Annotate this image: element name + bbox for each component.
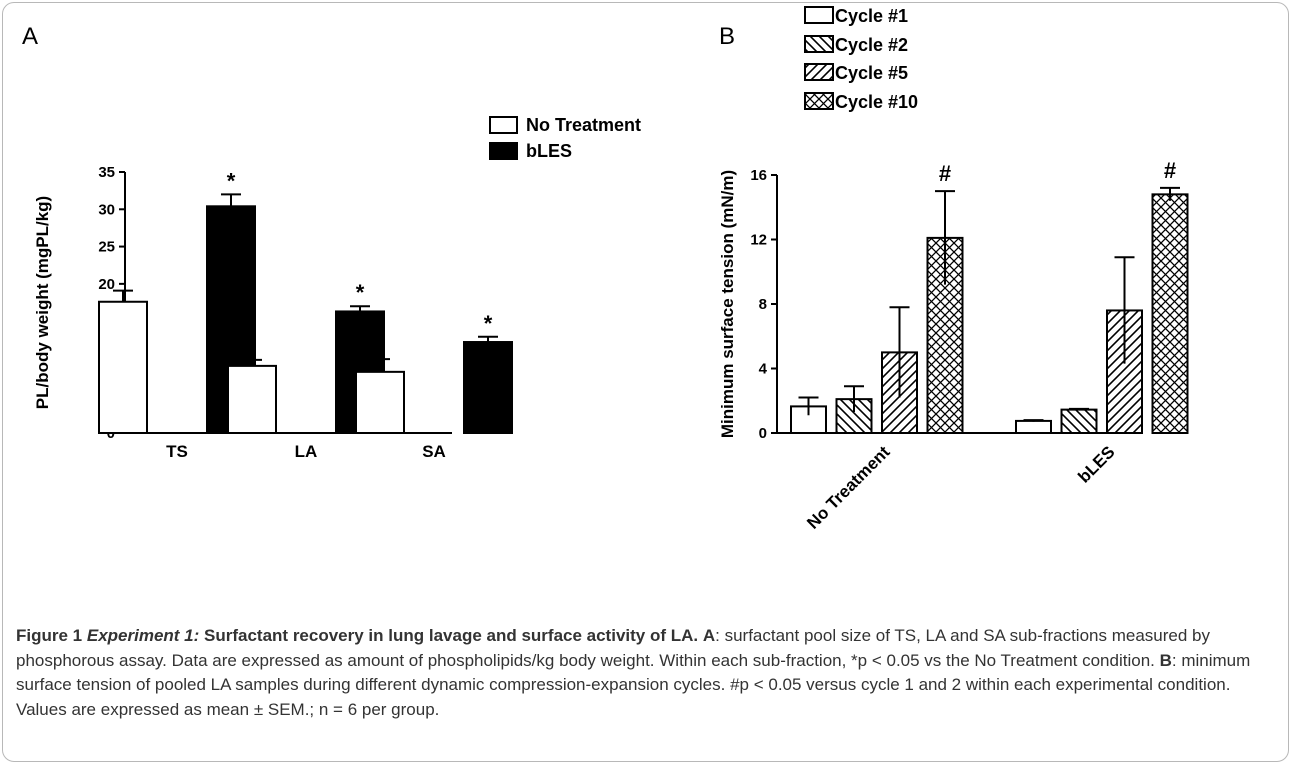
- panel-b-y-tick-label: 16: [750, 167, 767, 184]
- panel-b-x-tick-label: bLES: [1074, 442, 1118, 486]
- panel-a-significance-mark: *: [484, 311, 493, 336]
- panel-b-legend-swatch: [804, 63, 834, 81]
- panel-a-x-tick-label: LA: [295, 442, 318, 461]
- panel-b-legend-label: Cycle #5: [835, 63, 908, 83]
- panel-b-y-tick-label: 8: [759, 296, 767, 313]
- caption-text-a: : surfactant pool size of TS, LA and SA …: [16, 626, 1210, 670]
- panel-a-bar: [355, 370, 405, 435]
- panel-a-y-tick-label: 25: [98, 239, 115, 256]
- panel-b-letter: B: [719, 23, 735, 50]
- panel-b-legend-label: Cycle #1: [835, 6, 908, 26]
- caption-figure-number: Figure 1: [16, 626, 83, 645]
- panel-a-y-tick-label: 35: [98, 164, 115, 181]
- panel-b-legend-label: Cycle #10: [835, 92, 918, 112]
- panel-a-significance-mark: *: [227, 168, 236, 193]
- panel-b-y-tick-label: 4: [759, 361, 768, 378]
- panel-b-y-tick-label: 0: [759, 425, 767, 442]
- panel-a-legend-label: No Treatment: [526, 115, 641, 135]
- panel-b-legend-swatch: [804, 92, 834, 110]
- caption-title: Surfactant recovery in lung lavage and s…: [199, 626, 699, 645]
- panel-b-legend-swatch: [804, 6, 834, 24]
- caption-label-b: B: [1159, 650, 1172, 670]
- panel-b-significance-mark: #: [1164, 158, 1176, 183]
- caption-text-b: : minimum surface tension of pooled LA s…: [16, 650, 1251, 719]
- panel-b-chart: B 0 4 8 12 16 Minimum surface tension (mN/m) # N…: [718, 6, 1189, 533]
- panel-a-significance-mark: *: [356, 280, 365, 305]
- caption-experiment: Experiment 1:: [86, 626, 200, 645]
- panel-b-x-tick-label: No Treatment: [803, 442, 893, 532]
- panel-a-x-tick-label: SA: [422, 442, 446, 461]
- panel-a-bar: [463, 341, 513, 434]
- panel-b-significance-mark: #: [939, 161, 951, 186]
- panel-a-legend-swatch: [489, 116, 518, 134]
- figure-caption: Figure 1 Experiment 1: Surfactant recove…: [16, 624, 1278, 722]
- panel-b-legend-swatch: [804, 35, 834, 53]
- panel-a-y-tick-label: 30: [98, 201, 115, 218]
- panel-a-y-axis-title: PL/body weight (mgPL/kg): [33, 196, 52, 409]
- panel-a-bar: [98, 300, 148, 434]
- panel-b-y-tick-label: 12: [750, 232, 767, 249]
- figure-charts: A05101520253035PL/body weight (mgPL/kg)*…: [22, 6, 1189, 533]
- panel-b-legend-label: Cycle #2: [835, 35, 908, 55]
- panel-a-bar: [227, 364, 277, 434]
- panel-a-legend-label: bLES: [526, 141, 572, 161]
- panel-b-bar: [1060, 408, 1098, 434]
- panel-b-bar: [1015, 419, 1052, 434]
- panel-a-x-tick-label: TS: [166, 442, 188, 461]
- panel-b-bar: [1151, 193, 1189, 434]
- panel-a-letter: A: [22, 23, 38, 50]
- panel-a-legend-swatch: [489, 142, 518, 160]
- caption-label-a: A: [702, 626, 716, 645]
- panel-a-chart: A05101520253035PL/body weight (mgPL/kg)*…: [22, 23, 641, 461]
- panel-b-y-axis-title: Minimum surface tension (mN/m): [718, 170, 737, 438]
- panel-a-y-tick-label: 20: [98, 276, 115, 293]
